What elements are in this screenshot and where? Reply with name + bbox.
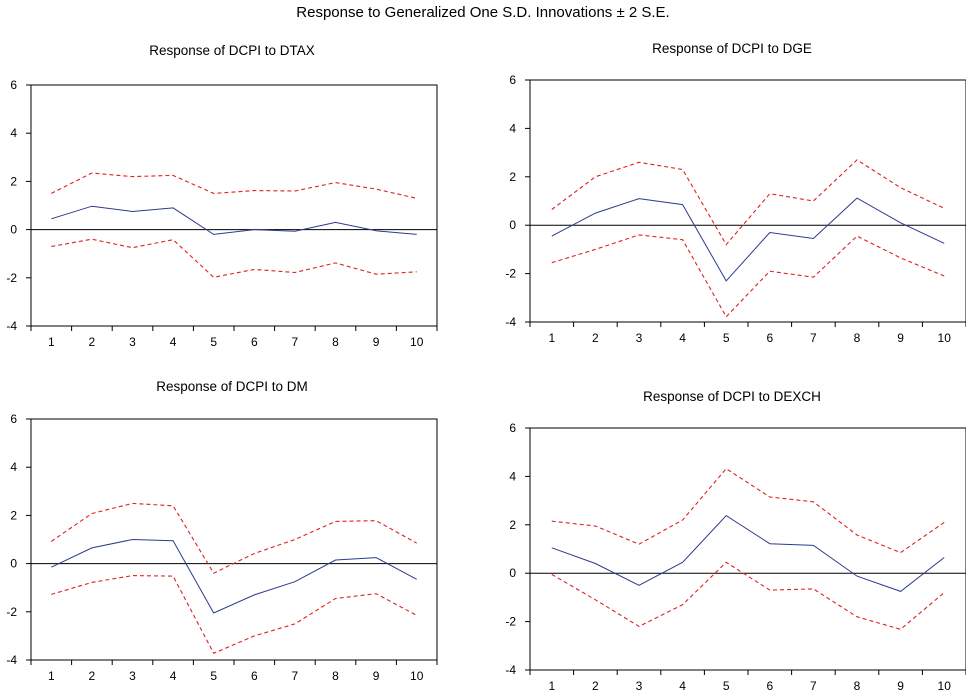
confidence-band-lower [551, 234, 945, 318]
plot-frame [529, 79, 966, 323]
y-tick-label: -2 [505, 615, 516, 629]
x-tick-label: 1 [48, 335, 55, 349]
y-tick-label: 0 [509, 566, 516, 580]
y-tick-label: 2 [509, 170, 516, 184]
x-tick-label: 1 [548, 679, 555, 693]
response-line [551, 197, 945, 282]
x-tick-label: 9 [373, 335, 380, 349]
x-tick-label: 6 [766, 331, 773, 345]
x-tick-label: 9 [373, 669, 380, 683]
confidence-band-upper [551, 159, 945, 246]
y-tick-label: -2 [505, 267, 516, 281]
confidence-band-upper [51, 172, 417, 199]
response-line [551, 514, 945, 592]
y-tick-label: 6 [10, 412, 17, 426]
y-tick-label: -4 [505, 315, 516, 329]
y-tick-label: 0 [10, 557, 17, 571]
x-tick-label: 8 [854, 679, 861, 693]
y-tick-label: 6 [509, 421, 516, 435]
panel-title-dexch: Response of DCPI to DEXCH [643, 389, 821, 404]
y-tick-label: 2 [509, 518, 516, 532]
y-tick-label: 0 [509, 218, 516, 232]
y-tick-label: 6 [10, 78, 17, 92]
x-tick-label: 9 [897, 331, 904, 345]
x-tick-label: 2 [89, 335, 96, 349]
y-tick-label: -4 [6, 319, 17, 333]
plot-frame [30, 84, 438, 327]
x-tick-label: 4 [170, 335, 177, 349]
figure-title: Response to Generalized One S.D. Innovat… [296, 4, 670, 21]
x-tick-label: 10 [410, 335, 424, 349]
confidence-band-lower [51, 575, 417, 655]
x-tick-label: 6 [766, 679, 773, 693]
x-tick-label: 9 [897, 679, 904, 693]
panel-title-dm: Response of DCPI to DM [156, 379, 308, 394]
y-tick-label: 6 [509, 73, 516, 87]
y-tick-label: -2 [6, 271, 17, 285]
response-line [51, 205, 417, 235]
x-tick-label: 6 [251, 335, 258, 349]
plot-frame [529, 427, 966, 671]
response-line [51, 538, 417, 614]
x-tick-label: 8 [332, 335, 339, 349]
confidence-band-lower [551, 561, 945, 630]
x-tick-label: 8 [854, 331, 861, 345]
panel-title-dtax: Response of DCPI to DTAX [149, 43, 315, 58]
y-tick-label: 2 [10, 174, 17, 188]
x-tick-label: 7 [810, 679, 817, 693]
x-tick-label: 2 [592, 331, 599, 345]
x-tick-label: 3 [129, 669, 136, 683]
y-tick-label: -2 [6, 605, 17, 619]
x-tick-label: 3 [636, 679, 643, 693]
y-tick-label: -4 [505, 663, 516, 677]
x-tick-label: 10 [410, 669, 424, 683]
x-tick-label: 5 [210, 335, 217, 349]
confidence-band-upper [50, 502, 417, 574]
x-tick-label: 5 [210, 669, 217, 683]
x-tick-label: 10 [938, 331, 952, 345]
x-tick-label: 3 [129, 335, 136, 349]
x-tick-label: 7 [292, 335, 299, 349]
x-tick-label: 1 [48, 669, 55, 683]
y-tick-label: 0 [10, 223, 17, 237]
x-tick-label: 8 [332, 669, 339, 683]
x-tick-label: 1 [548, 331, 555, 345]
x-tick-label: 10 [938, 679, 952, 693]
x-tick-label: 5 [723, 679, 730, 693]
y-tick-label: 4 [509, 121, 516, 135]
y-tick-label: -4 [6, 653, 17, 667]
panel-4: -4 -2 0 2 4 6 1 2 3 4 5 6 7 8 9 10 [505, 421, 966, 693]
panel-1: -4 -2 0 2 4 6 1 2 3 4 5 6 7 8 9 10 [6, 78, 438, 349]
y-tick-label: 2 [10, 508, 17, 522]
x-tick-label: 4 [170, 669, 177, 683]
x-tick-label: 3 [636, 331, 643, 345]
x-tick-label: 2 [89, 669, 96, 683]
x-tick-label: 5 [723, 331, 730, 345]
confidence-band-upper [551, 467, 945, 554]
panel-title-dge: Response of DCPI to DGE [652, 41, 812, 56]
x-tick-label: 2 [592, 679, 599, 693]
y-tick-label: 4 [10, 460, 17, 474]
y-tick-label: 4 [10, 126, 17, 140]
x-tick-label: 7 [810, 331, 817, 345]
panel-3: -4 -2 0 2 4 6 1 2 3 4 5 6 7 8 9 10 [6, 412, 438, 683]
x-tick-label: 6 [251, 669, 258, 683]
y-tick-label: 4 [509, 469, 516, 483]
confidence-band-lower [51, 238, 417, 278]
plot-frame [30, 418, 438, 661]
x-tick-label: 4 [679, 331, 686, 345]
x-tick-label: 7 [292, 669, 299, 683]
x-tick-label: 4 [679, 679, 686, 693]
panel-2: -4 -2 0 2 4 6 1 2 3 4 5 6 7 8 9 10 [505, 73, 966, 345]
